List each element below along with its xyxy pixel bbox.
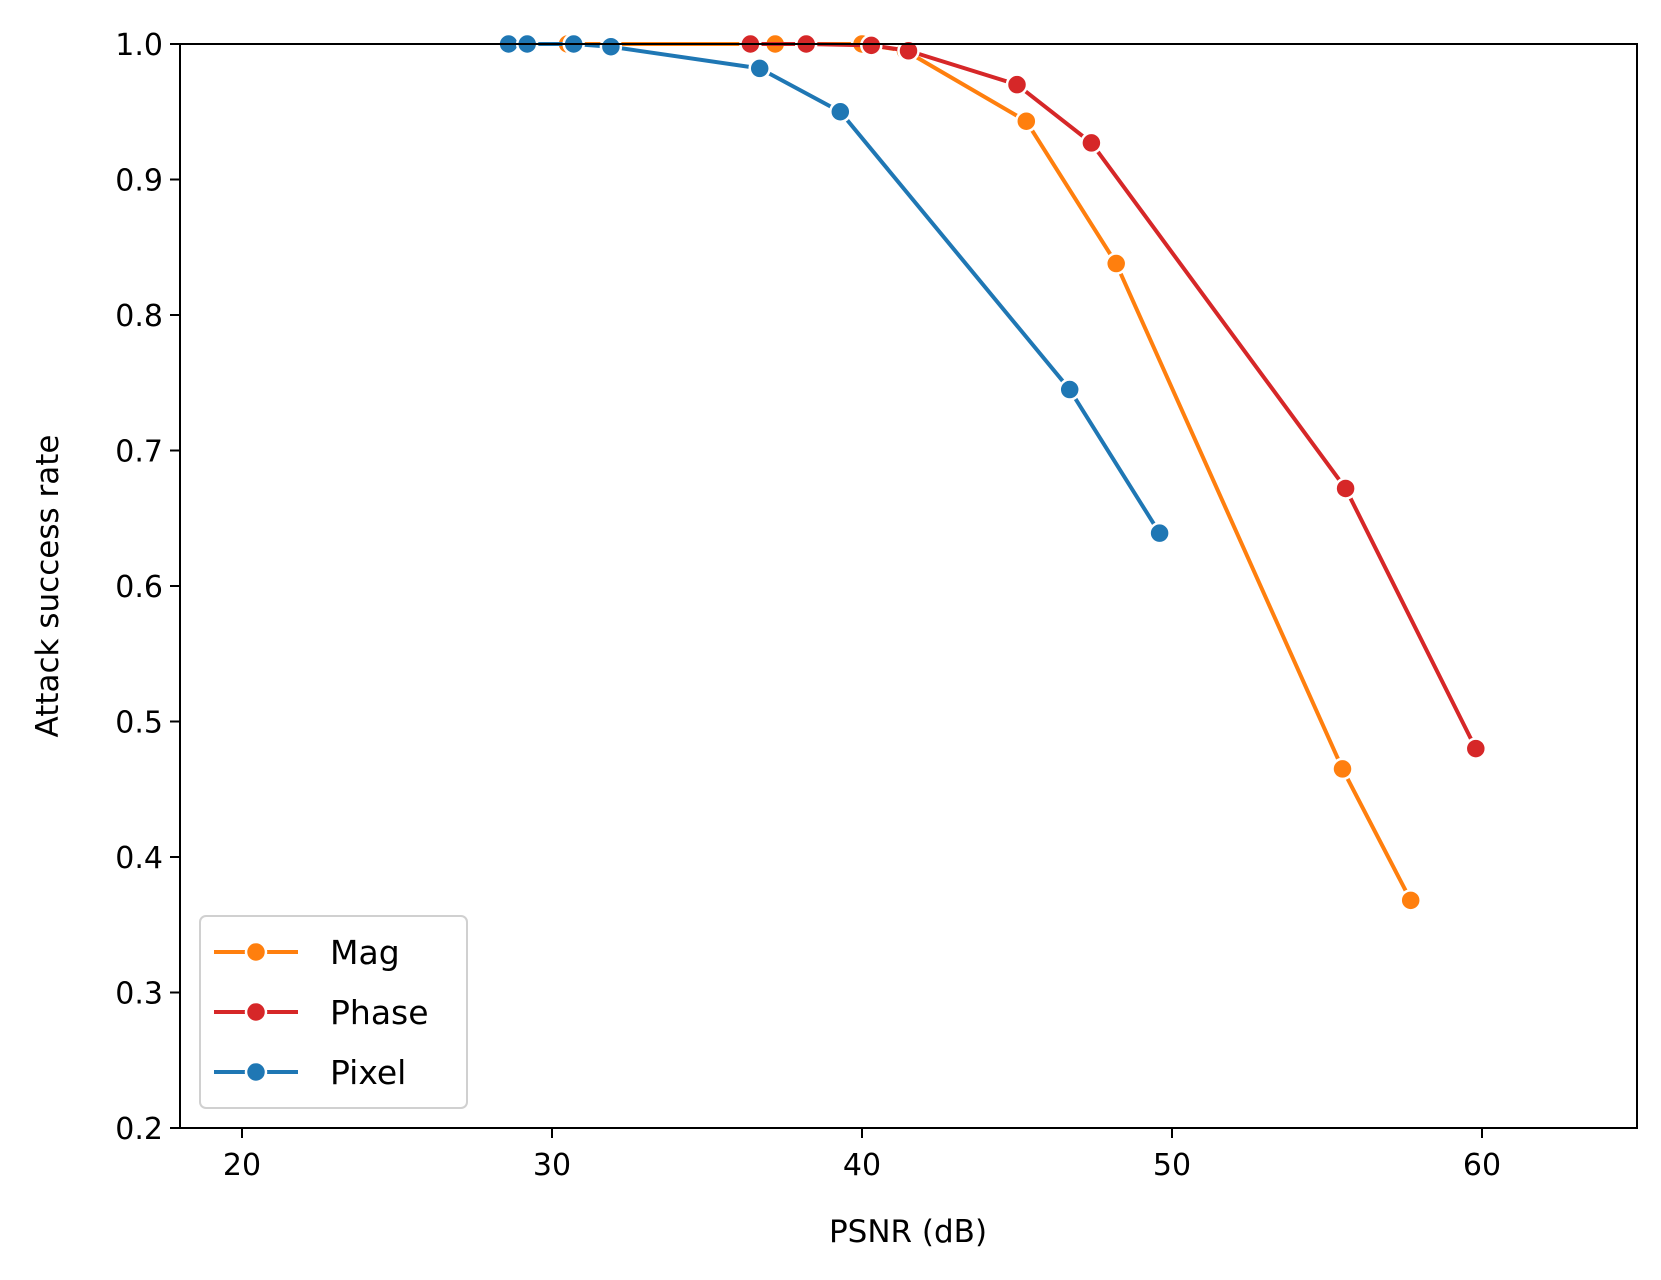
legend-item-mag: Mag <box>214 933 400 972</box>
x-tick-label: 40 <box>843 1148 881 1183</box>
data-point-pixel <box>1148 521 1171 545</box>
data-point-phase <box>1080 131 1103 155</box>
data-point-mag <box>1104 252 1128 275</box>
x-ticks: 20 30 40 50 60 <box>223 1128 1501 1183</box>
y-tick-label: 0.2 <box>115 1112 163 1147</box>
legend-frame <box>199 915 468 1109</box>
y-tick-label: 1.0 <box>115 28 163 63</box>
data-point-phase <box>860 34 883 57</box>
data-point-phase <box>1464 737 1488 760</box>
legend-swatch-marker <box>244 1000 268 1024</box>
y-tick-label: 0.7 <box>115 435 163 470</box>
plot-frame <box>179 43 1638 1129</box>
x-tick-label: 20 <box>223 1148 261 1183</box>
y-tick-label: 0.5 <box>115 706 163 741</box>
data-point-mag <box>1331 757 1354 781</box>
data-point-mag <box>1399 889 1422 912</box>
y-ticks: 0.2 0.3 0.4 0.5 0.6 0.7 0.8 0.9 1.0 <box>115 28 180 1147</box>
x-tick-label: 30 <box>533 1148 571 1183</box>
legend-label: Mag <box>330 933 400 972</box>
data-point-phase <box>1005 73 1029 96</box>
x-axis-label: PSNR (dB) <box>829 1214 987 1250</box>
y-tick-label: 0.9 <box>115 164 163 199</box>
legend: Mag Phase Pixel <box>199 915 468 1109</box>
y-axis-label: Attack success rate <box>30 435 66 738</box>
legend-item-pixel: Pixel <box>214 1053 406 1092</box>
x-tick-label: 60 <box>1463 1148 1501 1183</box>
data-point-phase <box>1334 477 1357 500</box>
data-point-pixel <box>1058 378 1081 401</box>
data-point-phase <box>897 39 920 63</box>
data-point-pixel <box>599 35 623 58</box>
data-point-pixel <box>748 57 771 80</box>
legend-item-phase: Phase <box>214 993 429 1032</box>
legend-swatch-marker <box>244 940 268 964</box>
data-point-mag <box>1015 109 1038 133</box>
legend-label: Pixel <box>330 1053 406 1092</box>
y-tick-label: 0.8 <box>115 299 163 334</box>
legend-label: Phase <box>330 993 429 1032</box>
x-tick-label: 50 <box>1153 1148 1191 1183</box>
y-tick-label: 0.4 <box>115 841 163 876</box>
legend-swatch-marker <box>244 1060 268 1084</box>
y-tick-label: 0.6 <box>115 570 163 605</box>
y-tick-label: 0.3 <box>115 977 163 1012</box>
data-point-pixel <box>829 100 852 123</box>
